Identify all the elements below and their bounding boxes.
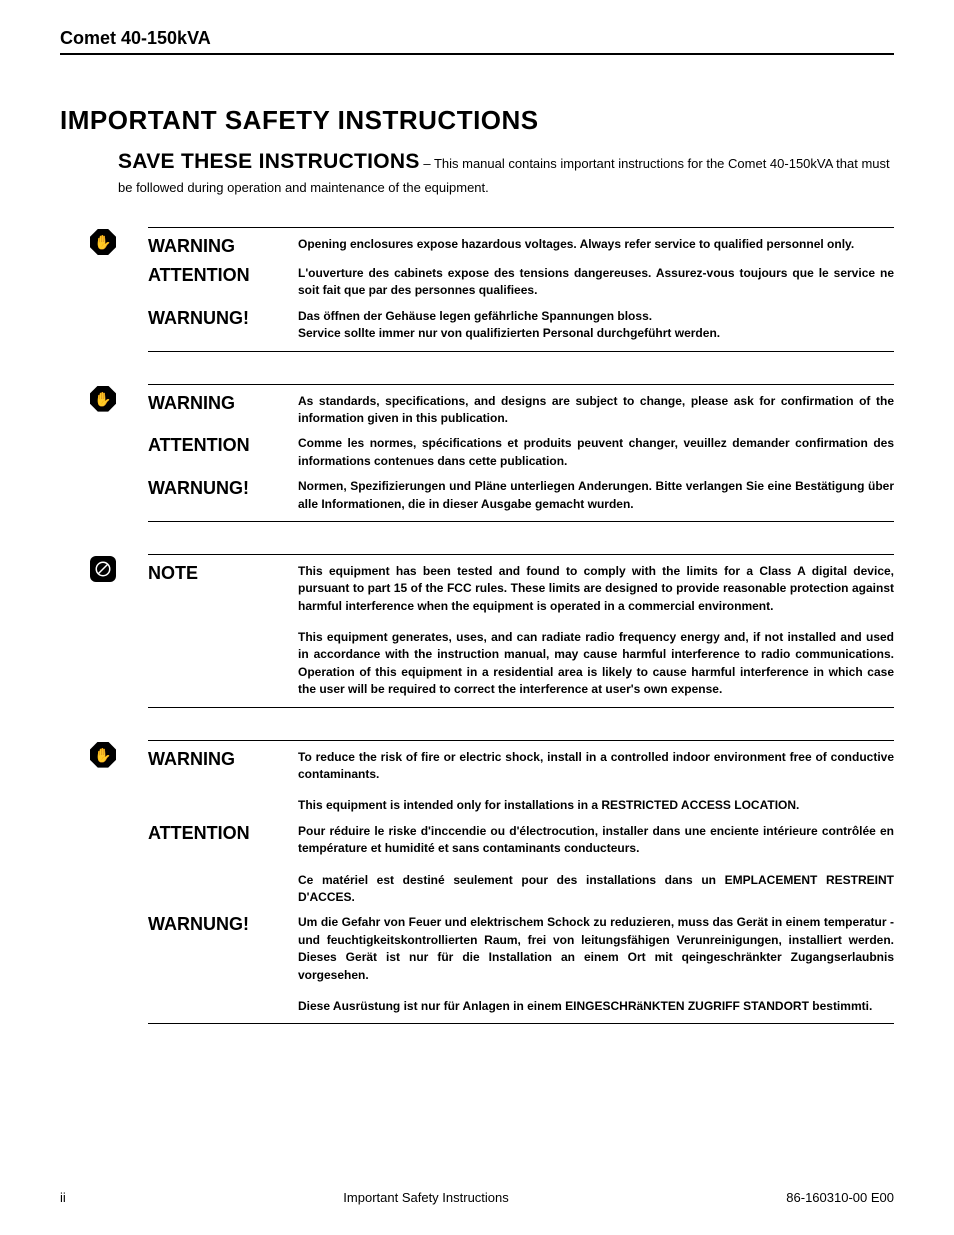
icon-column: ✋ <box>90 227 148 255</box>
warning-text: Comme les normes, spécifications et prod… <box>298 435 894 470</box>
warning-text: Pour réduire le riske d'inccendie ou d'é… <box>298 823 894 907</box>
warning-paragraph: This equipment generates, uses, and can … <box>298 629 894 699</box>
warning-label: WARNING <box>148 393 298 414</box>
note-icon <box>90 556 116 582</box>
warning-row: WARNUNG!Das öffnen der Gehäuse legen gef… <box>148 308 894 343</box>
warning-label: WARNING <box>148 236 298 257</box>
warning-text: Normen, Spezifizierungen und Pläne unter… <box>298 478 894 513</box>
warning-block: ✋ WARNINGAs standards, specifications, an… <box>90 384 894 522</box>
footer-center: Important Safety Instructions <box>343 1190 508 1205</box>
footer-right: 86-160310-00 E00 <box>786 1190 894 1205</box>
warning-paragraph: This equipment is intended only for inst… <box>298 797 894 814</box>
warning-row: WARNINGAs standards, specifications, and… <box>148 393 894 428</box>
warning-paragraph: Das öffnen der Gehäuse legen gefährliche… <box>298 308 894 343</box>
warning-paragraph: Diese Ausrüstung ist nur für Anlagen in … <box>298 998 894 1015</box>
warning-row: WARNUNG!Um die Gefahr von Feuer und elek… <box>148 914 894 1015</box>
warning-paragraph: L'ouverture des cabinets expose des tens… <box>298 265 894 300</box>
icon-column <box>90 554 148 582</box>
warning-block: ✋ WARNINGOpening enclosures expose hazard… <box>90 227 894 352</box>
warning-row: NOTEThis equipment has been tested and f… <box>148 563 894 699</box>
page-header: Comet 40-150kVA <box>60 28 894 55</box>
warning-text: Opening enclosures expose hazardous volt… <box>298 236 894 253</box>
warning-block: NOTEThis equipment has been tested and f… <box>90 554 894 708</box>
warning-row: WARNINGTo reduce the risk of fire or ele… <box>148 749 894 815</box>
warning-label: WARNING <box>148 749 298 770</box>
stop-icon: ✋ <box>90 229 116 255</box>
warning-label: ATTENTION <box>148 823 298 844</box>
subtitle-lead: SAVE THESE INSTRUCTIONS <box>118 150 420 173</box>
warning-label: ATTENTION <box>148 435 298 456</box>
warning-row: WARNINGOpening enclosures expose hazardo… <box>148 236 894 257</box>
warning-label: WARNUNG! <box>148 914 298 935</box>
warning-row: ATTENTIONComme les normes, spécification… <box>148 435 894 470</box>
warning-row: WARNUNG!Normen, Spezifizierungen und Plä… <box>148 478 894 513</box>
product-name: Comet 40-150kVA <box>60 28 211 48</box>
subtitle: SAVE THESE INSTRUCTIONS – This manual co… <box>118 146 894 197</box>
warning-paragraph: This equipment has been tested and found… <box>298 563 894 615</box>
warning-paragraph: Comme les normes, spécifications et prod… <box>298 435 894 470</box>
warning-text: Das öffnen der Gehäuse legen gefährliche… <box>298 308 894 343</box>
warning-text: L'ouverture des cabinets expose des tens… <box>298 265 894 300</box>
warning-paragraph: As standards, specifications, and design… <box>298 393 894 428</box>
page-footer: ii Important Safety Instructions 86-1603… <box>60 1190 894 1205</box>
warning-paragraph: Ce matériel est destiné seulement pour d… <box>298 872 894 907</box>
stop-icon: ✋ <box>90 742 116 768</box>
warning-paragraph: To reduce the risk of fire or electric s… <box>298 749 894 784</box>
warning-label: ATTENTION <box>148 265 298 286</box>
warning-paragraph: Normen, Spezifizierungen und Pläne unter… <box>298 478 894 513</box>
warning-paragraph: Um die Gefahr von Feuer und elektrischem… <box>298 914 894 984</box>
warning-label: WARNUNG! <box>148 308 298 329</box>
icon-column: ✋ <box>90 740 148 768</box>
content-column: WARNINGTo reduce the risk of fire or ele… <box>148 740 894 1025</box>
warning-block: ✋ WARNINGTo reduce the risk of fire or el… <box>90 740 894 1025</box>
warning-paragraph: Opening enclosures expose hazardous volt… <box>298 236 894 253</box>
warning-paragraph: Pour réduire le riske d'inccendie ou d'é… <box>298 823 894 858</box>
warning-text: As standards, specifications, and design… <box>298 393 894 428</box>
warning-text: This equipment has been tested and found… <box>298 563 894 699</box>
warning-row: ATTENTIONPour réduire le riske d'inccend… <box>148 823 894 907</box>
warning-blocks: ✋WARNINGOpening enclosures expose hazard… <box>90 227 894 1024</box>
main-title: IMPORTANT SAFETY INSTRUCTIONS <box>60 105 894 136</box>
content-column: NOTEThis equipment has been tested and f… <box>148 554 894 708</box>
content-column: WARNINGOpening enclosures expose hazardo… <box>148 227 894 352</box>
content-column: WARNINGAs standards, specifications, and… <box>148 384 894 522</box>
warning-row: ATTENTIONL'ouverture des cabinets expose… <box>148 265 894 300</box>
stop-icon: ✋ <box>90 386 116 412</box>
icon-column: ✋ <box>90 384 148 412</box>
footer-left: ii <box>60 1190 66 1205</box>
warning-text: Um die Gefahr von Feuer und elektrischem… <box>298 914 894 1015</box>
warning-label: WARNUNG! <box>148 478 298 499</box>
warning-label: NOTE <box>148 563 298 584</box>
warning-text: To reduce the risk of fire or electric s… <box>298 749 894 815</box>
